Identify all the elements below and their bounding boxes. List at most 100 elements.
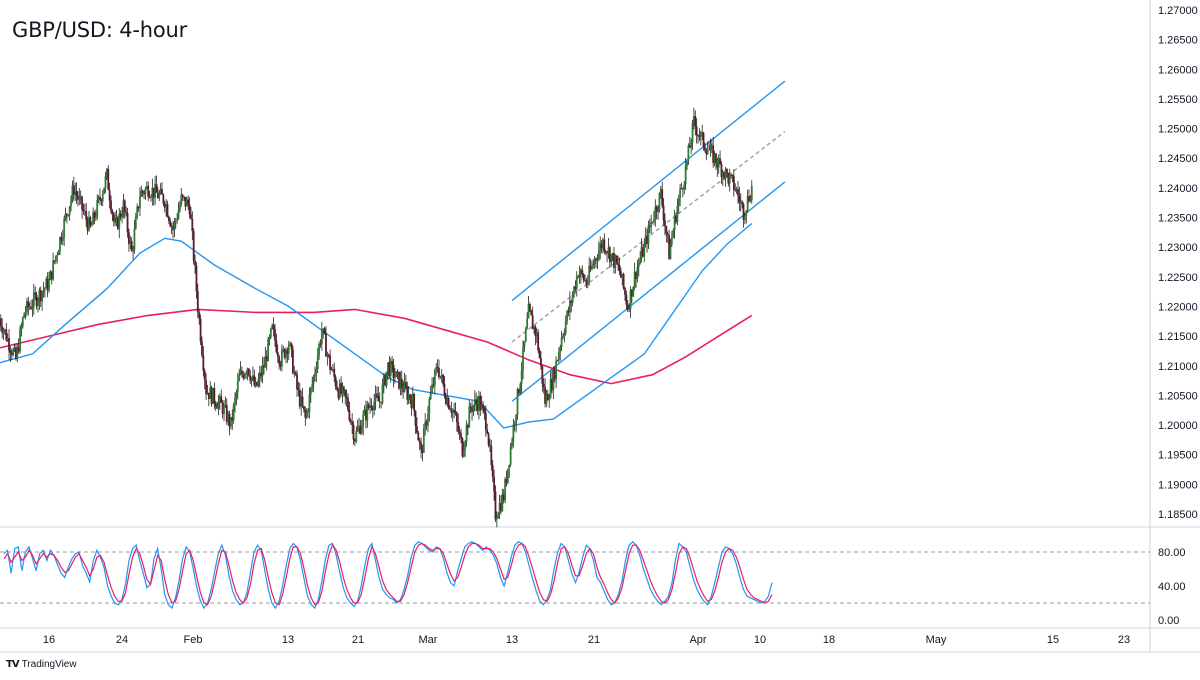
candle-body [19,329,21,352]
candle-body [739,201,742,203]
candle-body [586,280,589,285]
price-tick-label: 1.19000 [1158,479,1198,491]
candle-body [194,260,196,266]
candle-body [406,387,409,400]
candle-body [325,333,327,357]
candle-body [257,379,260,386]
candle-body [384,375,387,386]
candle-body [720,163,723,178]
candle-body [112,214,115,221]
candle-body [625,294,628,305]
candle-body [163,203,166,208]
candle-body [701,132,704,134]
candle-body [403,382,406,392]
candle-body [0,318,2,327]
candle-body [691,122,694,143]
candle-body [303,406,305,410]
oscillator-tick-label: 80.00 [1158,547,1186,559]
candle-body [398,371,400,389]
candle-body [81,196,83,210]
time-tick-label: Mar [419,634,438,646]
candle-body [349,420,352,422]
candle-body [433,370,436,386]
candle-body [429,392,432,400]
candle-body [307,410,309,412]
candle-body [217,401,220,409]
time-axis: 16 24 Feb 13 21 Mar 13 21 Apr 10 18 May 15 23 [43,634,1130,646]
candle-body [139,196,141,209]
candle-body [480,404,483,410]
candle-body [728,174,731,184]
candle-body [378,401,381,403]
candle-body [635,271,637,279]
price-tick-label: 1.23500 [1158,213,1198,225]
candle-body [294,372,297,375]
candle-body [94,216,97,219]
candle-body [425,421,428,426]
candle-body [263,365,265,368]
candle-body [414,410,417,427]
candle-body [88,217,90,231]
candle-body [128,232,130,244]
candle-body [60,237,63,241]
candle-body [524,328,527,342]
candle-body [355,431,358,442]
candle-body [143,192,145,195]
price-tick-label: 1.22500 [1158,272,1198,284]
candle-body [602,239,604,249]
candle-body [413,394,416,411]
candle-body [721,172,724,178]
candle-body [440,374,443,376]
candle-body [213,388,216,404]
candle-body [526,318,529,329]
candle-body [151,187,154,198]
candle-body [61,237,64,241]
candle-body [54,255,57,262]
candle-body [418,440,421,443]
tradingview-branding: TV TradingView [6,659,77,670]
candle-body [305,410,308,418]
candle-body [272,324,275,329]
candle-body [646,235,648,245]
candle-body [451,409,454,413]
candle-body [670,237,673,245]
candle-body [607,247,610,254]
candle-body [203,370,206,381]
candle-body [549,379,552,398]
candle-body [555,361,557,380]
candle-body [486,429,489,434]
candle-body [622,273,625,289]
price-tick-label: 1.25500 [1158,94,1198,106]
candle-body [672,230,675,238]
candle-body [447,397,450,409]
candle-body [439,375,442,378]
candle-body [1,326,4,333]
candle-body [37,300,39,307]
candle-body [344,389,347,397]
candle-body [188,204,191,215]
candle-body [563,333,566,337]
candle-body [89,217,92,227]
candle-body [511,441,513,447]
candle-body [476,403,479,411]
candle-body [438,368,440,378]
candle-body [683,184,686,190]
candle-body [34,292,37,295]
candle-body [362,414,365,427]
candle-body [710,144,713,146]
candle-body [119,213,122,218]
candle-body [749,200,752,202]
candle-body [274,328,276,341]
candle-body [608,247,611,263]
candle-body [351,421,354,425]
candle-body [202,355,205,371]
candle-body [444,396,447,404]
candle-body [443,383,446,397]
candle-body [523,341,526,348]
candle-body [393,376,396,379]
candle-body [719,158,721,164]
candle-body [424,421,427,429]
price-tick-label: 1.23000 [1158,242,1198,254]
candle-body [632,287,635,297]
candle-body [31,306,34,309]
